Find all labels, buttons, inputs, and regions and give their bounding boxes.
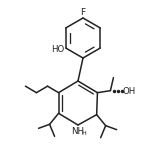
Text: HO: HO bbox=[51, 45, 64, 54]
Text: H: H bbox=[82, 131, 86, 136]
Text: NH: NH bbox=[71, 126, 85, 135]
Text: OH: OH bbox=[123, 87, 136, 96]
Text: F: F bbox=[80, 8, 86, 17]
